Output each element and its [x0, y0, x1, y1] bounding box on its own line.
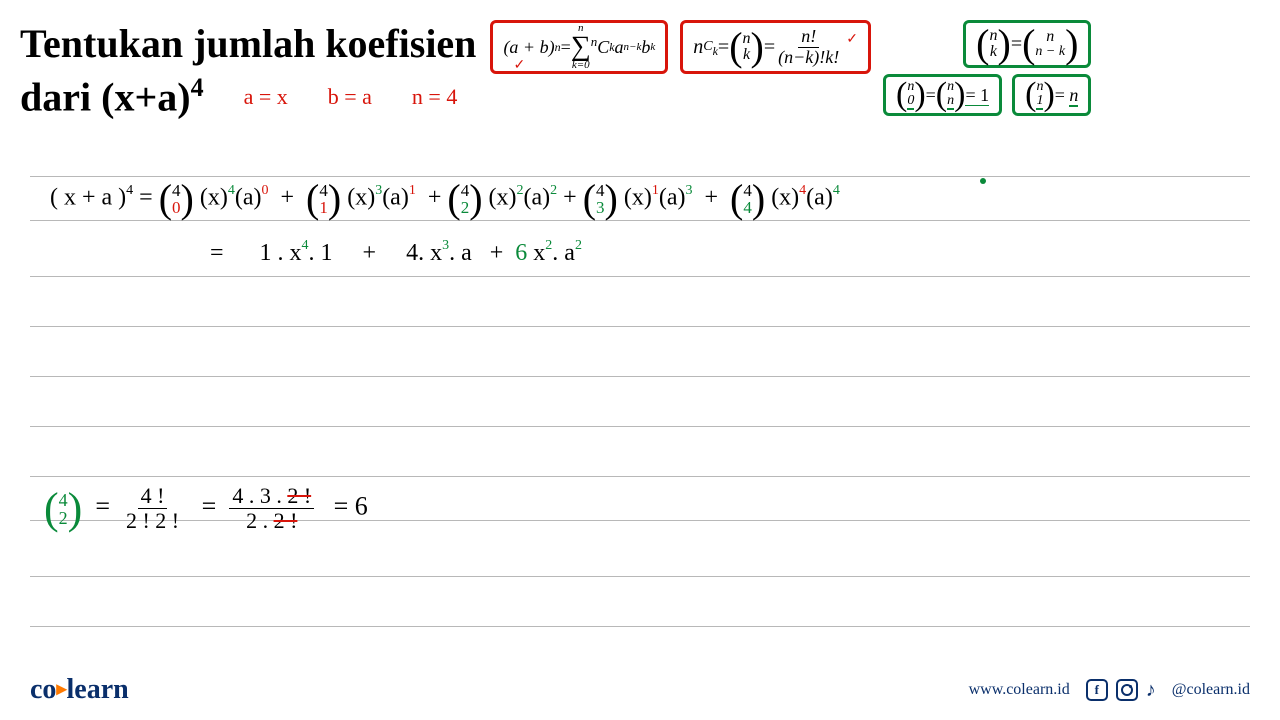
- nck-C2: C: [703, 39, 712, 55]
- ec-eq1: =: [926, 85, 936, 106]
- calc-4-choose-2: (42) = 4 !2 ! 2 ! = 4 . 3 . 2 ! 2 . 2 ! …: [44, 484, 368, 533]
- tiktok-icon: ♪: [1146, 679, 1156, 702]
- box-nck-formula: nCk = (nk) = n!(n−k)!k! ✓: [680, 20, 871, 74]
- header: Tentukan jumlah koefisien dari (x+a)4 a …: [0, 0, 1280, 120]
- footer-url: www.colearn.id: [969, 681, 1070, 699]
- exp-eq: =: [139, 185, 159, 211]
- formula-cluster: (a + b)n = n ∑ k=0 nCk an−kbk ✓ nCk = (n…: [490, 20, 1091, 116]
- nc1-eq: = n: [1055, 85, 1079, 106]
- logo-dot-icon: ▸: [56, 678, 66, 700]
- nck-n: n: [693, 36, 703, 59]
- nck-num: n!: [798, 27, 819, 48]
- title-expr: (x+a): [101, 74, 190, 119]
- nck-bt: n: [743, 31, 751, 47]
- nck-eq: =: [718, 36, 729, 59]
- green-row-2: (n0) = (nn) = 1 (n1) = n: [883, 74, 1091, 116]
- sym-t2: n: [1046, 29, 1054, 45]
- bt-lhs-base: (a + b): [503, 37, 554, 58]
- bt-eq: =: [561, 37, 571, 58]
- logo: co▸learn: [30, 674, 129, 706]
- tick-icon-2: ✓: [846, 31, 858, 48]
- l2-eq: =: [210, 240, 224, 266]
- social-icons: f ♪: [1086, 679, 1156, 702]
- sym-b2: n − k: [1035, 45, 1065, 59]
- nck-bb: k: [743, 47, 750, 63]
- sym-t1: n: [989, 28, 997, 44]
- box-n-choose-1: (n1) = n: [1012, 74, 1091, 116]
- nsup: n: [591, 34, 598, 50]
- exp-lhs-e: 4: [126, 183, 133, 198]
- title-line-2: dari (x+a)4: [20, 73, 204, 120]
- title-exp: 4: [191, 73, 204, 102]
- box-binomial-theorem: (a + b)n = n ∑ k=0 nCk an−kbk ✓: [490, 20, 668, 74]
- nck-k: k: [713, 44, 718, 59]
- footer: co▸learn www.colearn.id f ♪ @colearn.id: [0, 660, 1280, 720]
- footer-handle: @colearn.id: [1172, 681, 1250, 699]
- expansion-line-1: ( x + a )4 = (40) (x)4(a)0 + (41) (x)3(a…: [50, 182, 840, 216]
- nc1-t: n: [1036, 80, 1043, 94]
- nck-den: (n−k)!k!: [775, 48, 842, 68]
- sym-eq: =: [1011, 33, 1022, 56]
- nc1-b: 1: [1036, 94, 1043, 110]
- a-exp: n−k: [624, 41, 642, 53]
- sub-a: a = x: [244, 84, 288, 110]
- title-prefix: dari: [20, 74, 101, 119]
- logo-learn: learn: [66, 674, 128, 705]
- lined-area: ( x + a )4 = (40) (x)4(a)0 + (41) (x)3(a…: [0, 176, 1280, 646]
- ec-b2: n: [947, 94, 954, 110]
- expansion-line-2: = 1 . x4. 1 + 4. x3. a + 6 x2. a2: [210, 240, 582, 267]
- green-boxes-col: (nk) = (nn − k) (n0) = (nn) = 1 (n1) = n: [883, 20, 1091, 116]
- instagram-icon: [1116, 679, 1138, 701]
- sigma-bot: k=0: [572, 60, 590, 71]
- exp-lhs: ( x + a ): [50, 185, 126, 211]
- box-edge-cases: (n0) = (nn) = 1: [883, 74, 1002, 116]
- nck-c: C: [597, 37, 609, 58]
- b-base: b: [641, 37, 650, 58]
- logo-co: co: [30, 674, 56, 705]
- title-line-2-row: dari (x+a)4 a = x b = a n = 4: [20, 73, 476, 120]
- ec-eq2: = 1: [965, 85, 989, 106]
- sigma-icon: n ∑ k=0: [571, 23, 591, 70]
- b-exp: k: [650, 41, 655, 53]
- facebook-icon: f: [1086, 679, 1108, 701]
- ec-b1: 0: [907, 94, 914, 110]
- title-block: Tentukan jumlah koefisien dari (x+a)4 a …: [20, 20, 476, 120]
- ec-t1: n: [907, 80, 914, 94]
- a-base: a: [615, 37, 624, 58]
- ec-t2: n: [947, 80, 954, 94]
- sub-b: b = a: [328, 84, 372, 110]
- dot-icon: [980, 178, 986, 184]
- sym-b1: k: [990, 44, 997, 60]
- tick-icon: ✓: [513, 57, 525, 74]
- footer-right: www.colearn.id f ♪ @colearn.id: [969, 679, 1250, 702]
- nck-eq2: =: [764, 36, 775, 59]
- sub-n: n = 4: [412, 84, 457, 110]
- title-line-1: Tentukan jumlah koefisien: [20, 20, 476, 67]
- box-symmetry: (nk) = (nn − k): [963, 20, 1091, 68]
